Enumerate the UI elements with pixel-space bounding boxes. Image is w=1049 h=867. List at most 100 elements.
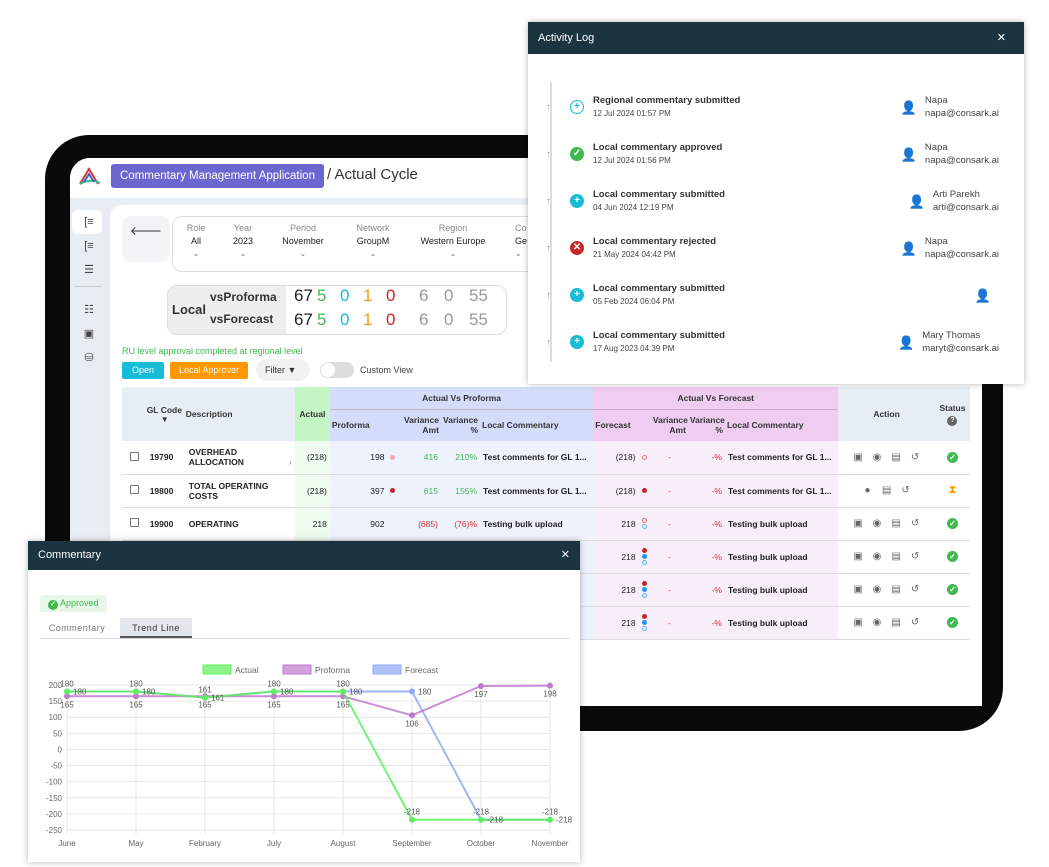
data-point-proforma[interactable] — [478, 682, 484, 689]
filter-co[interactable]: Co Ge ⌄ — [515, 223, 528, 258]
legend-label[interactable]: Forecast — [405, 665, 439, 675]
data-point-actual[interactable] — [64, 688, 70, 695]
add-comment-icon[interactable]: ▣ — [853, 584, 863, 595]
list-icon[interactable]: ☰ — [84, 264, 94, 276]
view-icon[interactable]: ◉ — [872, 551, 882, 562]
legend-label[interactable]: Actual — [235, 665, 259, 675]
data-point-actual[interactable] — [271, 688, 277, 695]
data-point-actual[interactable] — [547, 816, 553, 823]
view-icon[interactable]: ◉ — [872, 518, 882, 529]
indicator-dot-blue-ring[interactable] — [641, 626, 647, 631]
add-comment-icon[interactable]: ▣ — [853, 518, 863, 529]
data-point-proforma[interactable] — [64, 693, 70, 700]
indicator-dot-pink-ring[interactable] — [641, 518, 647, 523]
filter-region[interactable]: Region Western Europe ⌄ — [408, 223, 498, 258]
comments-icon[interactable]: ▤ — [891, 584, 901, 595]
data-point-actual[interactable] — [202, 694, 208, 701]
summary-count[interactable]: 0 — [444, 310, 454, 329]
tab-trend-line[interactable]: Trend Line — [120, 618, 192, 638]
summary-count[interactable]: 1 — [363, 310, 373, 329]
legend-swatch[interactable] — [202, 664, 232, 675]
money-icon[interactable]: ▣ — [83, 328, 95, 340]
data-point-actual[interactable] — [409, 816, 415, 823]
indicator-dot-red[interactable] — [641, 548, 647, 553]
forecast-commentary[interactable]: Testing bulk upload — [727, 551, 808, 562]
history-icon[interactable]: ↺ — [910, 451, 920, 463]
summary-count[interactable]: 55 — [469, 310, 488, 329]
summary-count[interactable]: 5 — [317, 310, 327, 329]
summary-count[interactable]: 6 — [419, 310, 429, 329]
app-home-button[interactable]: Commentary Management Application — [111, 164, 324, 188]
data-point-proforma[interactable] — [409, 712, 415, 719]
data-point-proforma[interactable] — [271, 693, 277, 700]
data-point-actual[interactable] — [133, 688, 139, 695]
comments-icon[interactable]: ▤ — [891, 551, 901, 562]
data-point-proforma[interactable] — [133, 693, 139, 700]
gl-filter-icon[interactable]: ▼ — [160, 414, 169, 424]
database-settings-icon[interactable]: ⛁ — [84, 352, 94, 364]
indicator-dot-pink-ring[interactable] — [641, 454, 647, 460]
summary-count[interactable]: 6 — [419, 286, 429, 305]
approve-icon[interactable]: ● — [864, 485, 871, 496]
chevron-right-icon[interactable]: › — [289, 457, 292, 468]
close-icon[interactable]: ✕ — [560, 549, 570, 561]
legend-swatch[interactable] — [282, 664, 312, 675]
data-point-actual[interactable] — [340, 688, 346, 695]
summary-count[interactable]: 0 — [444, 286, 454, 305]
add-comment-icon[interactable]: ▣ — [853, 551, 863, 562]
data-point-forecast[interactable] — [409, 688, 415, 695]
summary-count[interactable]: 0 — [386, 310, 396, 329]
local-approver-button[interactable]: Local Approver — [170, 362, 248, 379]
legend-label[interactable]: Proforma — [315, 665, 350, 675]
summary-count[interactable]: 0 — [340, 286, 350, 305]
row-checkbox[interactable] — [129, 518, 139, 527]
view-icon[interactable]: ◉ — [872, 617, 882, 628]
row-checkbox[interactable] — [129, 451, 139, 461]
proforma-commentary[interactable]: Test comments for GL 1... — [483, 452, 587, 463]
open-button[interactable]: Open — [122, 362, 164, 379]
indicator-dot-red[interactable] — [641, 488, 647, 493]
add-comment-icon[interactable]: ▣ — [853, 617, 863, 628]
legend-swatch[interactable] — [372, 664, 402, 675]
summary-count[interactable]: 67 — [294, 310, 313, 329]
forecast-commentary[interactable]: Testing bulk upload — [727, 584, 808, 595]
table-row[interactable]: 19800 TOTAL OPERATING COSTS (218) 397 615 155… — [122, 474, 970, 508]
indicator-dot-red[interactable] — [641, 581, 647, 586]
summary-count[interactable]: 5 — [317, 286, 327, 305]
help-icon[interactable]: ? — [947, 415, 958, 426]
history-icon[interactable]: ↺ — [901, 485, 910, 496]
checklist-icon[interactable]: ☷ — [84, 304, 94, 316]
commentary-list-icon[interactable]: [≡ — [84, 216, 94, 228]
indicator-dot-red[interactable] — [641, 614, 647, 619]
view-icon[interactable]: ◉ — [872, 451, 882, 463]
summary-count[interactable]: 1 — [363, 286, 373, 305]
filter-period[interactable]: Period November ⌄ — [273, 223, 333, 258]
comments-icon[interactable]: ▤ — [891, 451, 901, 463]
indicator-dot-blue-ring[interactable] — [641, 524, 647, 529]
view-icon[interactable]: ◉ — [872, 584, 882, 595]
filter-button[interactable]: Filter ▼ — [256, 359, 310, 381]
row-checkbox[interactable] — [129, 485, 139, 494]
custom-view-toggle[interactable] — [320, 362, 354, 378]
indicator-dot-blue[interactable] — [641, 587, 647, 592]
indicator-dot-blue[interactable] — [641, 620, 647, 625]
filter-year[interactable]: Year 2023 ⌄ — [223, 223, 263, 258]
comments-icon[interactable]: ▤ — [891, 518, 901, 529]
history-icon[interactable]: ↺ — [910, 551, 920, 562]
data-point-actual[interactable] — [478, 816, 484, 823]
indicator-dot-blue-ring[interactable] — [641, 593, 647, 598]
indicator-dot-pink[interactable] — [390, 454, 396, 460]
history-icon[interactable]: ↺ — [910, 584, 920, 595]
back-button[interactable]: 🡐 — [122, 216, 170, 262]
forecast-commentary[interactable]: Test comments for GL 1... — [727, 452, 832, 463]
filter-network[interactable]: Network GroupM ⌄ — [343, 223, 403, 258]
forecast-commentary[interactable]: Test comments for GL 1... — [727, 485, 832, 496]
proforma-commentary[interactable]: Testing bulk upload — [483, 518, 563, 529]
summary-count[interactable]: 0 — [340, 310, 350, 329]
forecast-commentary[interactable]: Testing bulk upload — [727, 617, 808, 628]
indicator-dot-blue-ring[interactable] — [641, 560, 647, 565]
indicator-dot-red[interactable] — [390, 488, 396, 493]
summary-count[interactable]: 67 — [294, 286, 313, 305]
forecast-commentary[interactable]: Testing bulk upload — [727, 518, 808, 529]
history-icon[interactable]: ↺ — [910, 518, 920, 529]
